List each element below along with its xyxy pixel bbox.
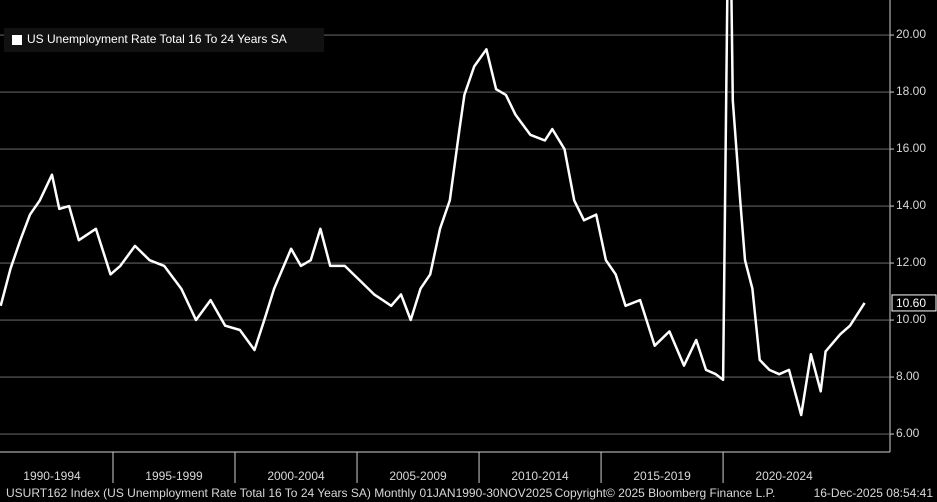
y-tick-label: 20.00 <box>896 27 926 41</box>
line-series <box>0 0 866 417</box>
x-tick-label: 1995-1999 <box>145 469 203 483</box>
footer-timestamp: 16-Dec-2025 08:54:41 <box>814 486 934 500</box>
last-value-box <box>891 294 937 312</box>
x-tick-label: 2005-2009 <box>389 469 447 483</box>
last-value-label: 10.60 <box>896 296 926 310</box>
y-tick-label: 12.00 <box>896 255 926 269</box>
x-tick-label: 2010-2014 <box>511 469 569 483</box>
y-tick-label: 18.00 <box>896 84 926 98</box>
legend-label: US Unemployment Rate Total 16 To 24 Year… <box>27 32 287 46</box>
y-tick-label: 14.00 <box>896 198 926 212</box>
footer-copyright: Copyright© 2025 Bloomberg Finance L.P. <box>555 486 776 500</box>
x-tick-label: 2020-2024 <box>755 469 813 483</box>
legend-box <box>4 28 324 52</box>
y-tick-label: 10.00 <box>896 312 926 326</box>
legend-swatch <box>12 35 22 45</box>
y-tick-label: 16.00 <box>896 141 926 155</box>
x-tick-label: 2000-2004 <box>267 469 325 483</box>
y-tick-label: 6.00 <box>896 426 920 440</box>
footer-description: USURT162 Index (US Unemployment Rate Tot… <box>6 486 553 500</box>
x-tick-label: 1990-1994 <box>23 469 81 483</box>
y-tick-label: 8.00 <box>896 369 920 383</box>
x-tick-label: 2015-2019 <box>633 469 691 483</box>
plot-area <box>0 0 866 417</box>
